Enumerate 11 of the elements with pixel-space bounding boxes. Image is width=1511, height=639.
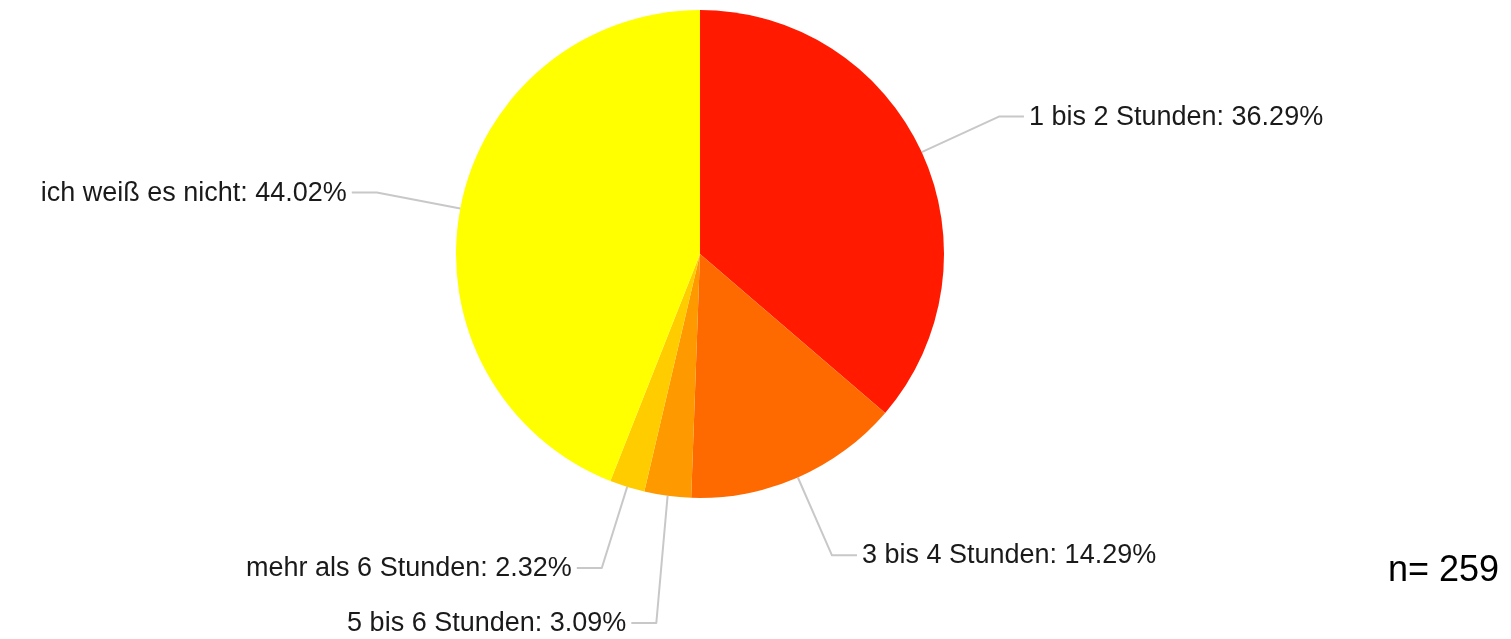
pie-slice [456, 10, 700, 481]
pie-slice [691, 254, 886, 498]
slice-label: 3 bis 4 Stunden: 14.29% [861, 539, 1157, 570]
pie-slice [644, 254, 700, 498]
slice-label: mehr als 6 Stunden: 2.32% [246, 552, 572, 582]
pie-slice [700, 10, 944, 413]
slice-label: 1 bis 2 Stunden: 36.29% [1028, 100, 1324, 131]
text: n= 259 [1387, 548, 1499, 589]
slice-label: ich weiß es nicht: 44.02% [40, 176, 347, 207]
slice-label: 5 bis 6 Stunden: 3.09% [347, 607, 627, 637]
pie-slice [610, 254, 700, 492]
